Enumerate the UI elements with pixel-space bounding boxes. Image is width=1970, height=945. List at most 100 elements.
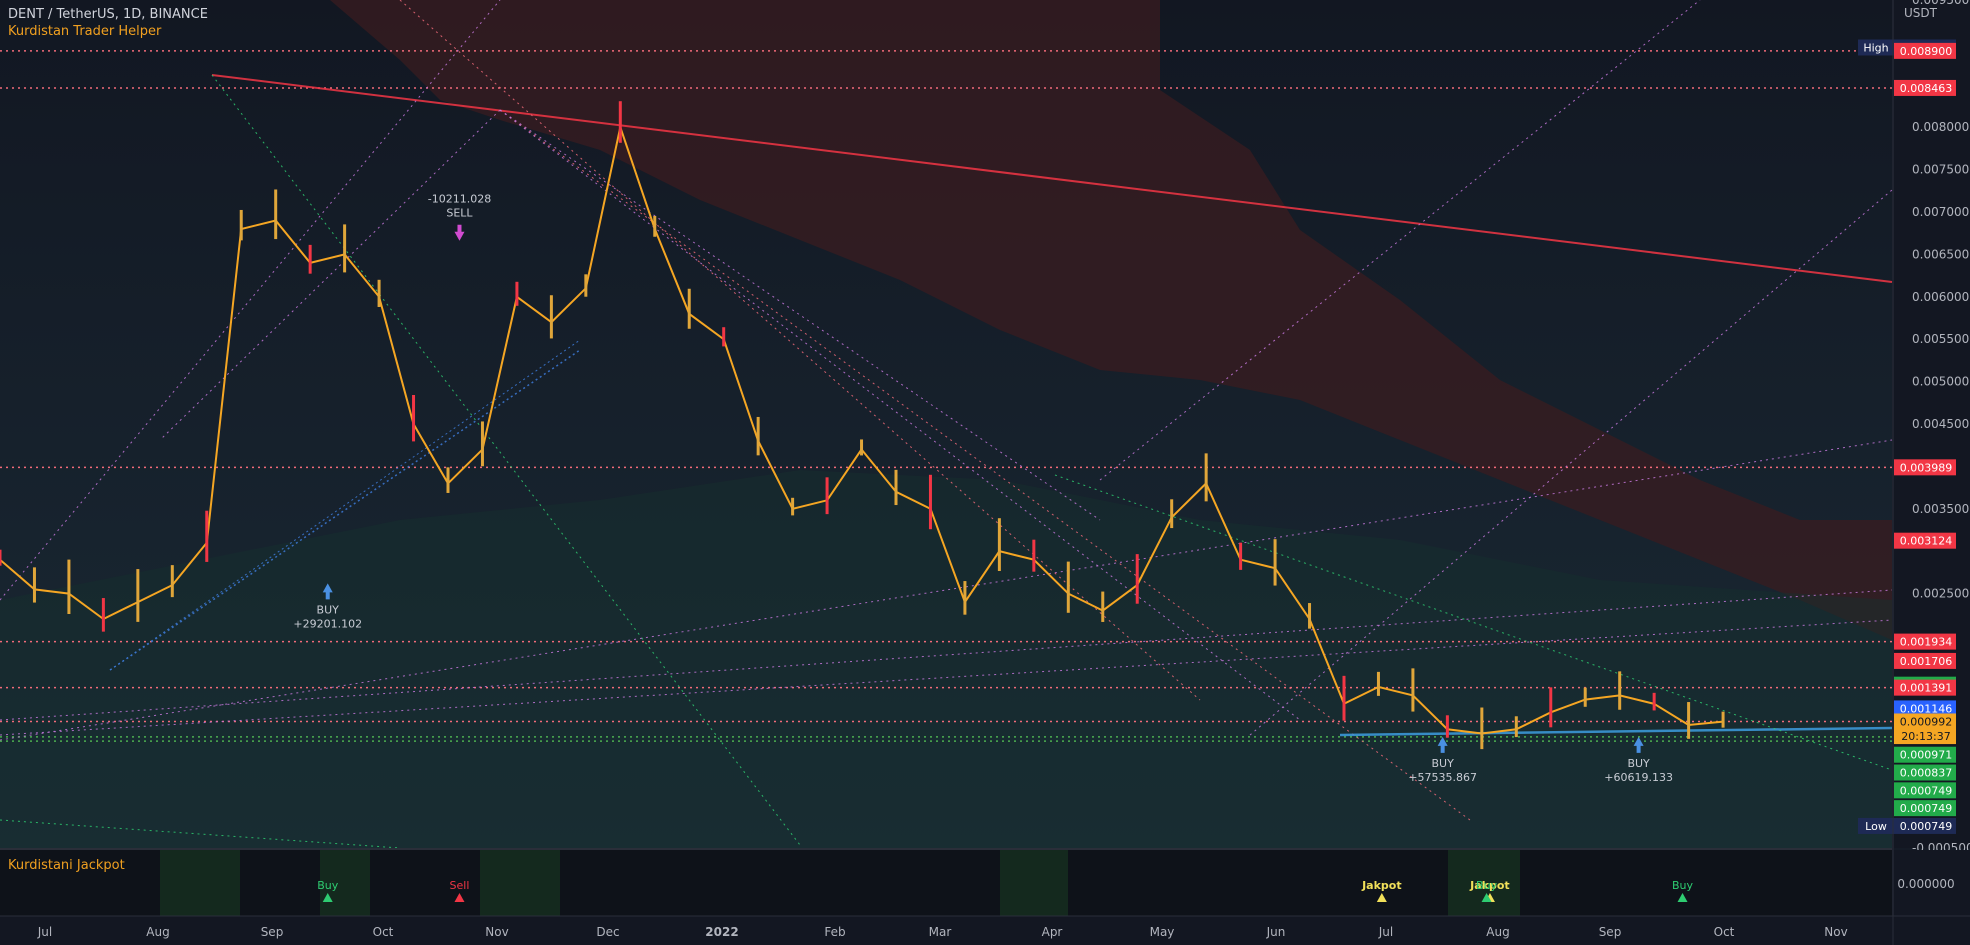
time-tick-label: Sep bbox=[261, 925, 284, 939]
indicator-title[interactable]: Kurdistan Trader Helper bbox=[8, 24, 162, 39]
time-axis-bg bbox=[0, 916, 1970, 945]
price-label-box bbox=[1894, 700, 1956, 717]
time-tick-label: Dec bbox=[596, 925, 619, 939]
fan-line bbox=[1054, 474, 1893, 771]
price-tick-label: 0.007000 bbox=[1912, 205, 1969, 219]
time-tick-label: Oct bbox=[373, 925, 394, 939]
buy-arrow-icon bbox=[1437, 736, 1448, 753]
support-line bbox=[109, 339, 581, 671]
price-label-text: 0.000837 bbox=[1900, 767, 1953, 780]
ichimoku-cloud bbox=[330, 0, 1892, 640]
time-tick-label: Aug bbox=[146, 925, 169, 939]
price-tick-label: 0.008000 bbox=[1912, 120, 1969, 134]
signal-value: +29201.102 bbox=[293, 617, 362, 630]
main-downtrend-line bbox=[211, 74, 1893, 283]
fan-line bbox=[499, 109, 1471, 821]
symbol-title[interactable]: DENT / TetherUS, 1D, BINANCE bbox=[8, 7, 208, 22]
jackpot-band bbox=[1448, 850, 1520, 916]
price-label-text: 0.001391 bbox=[1900, 682, 1953, 695]
triangle-up-icon bbox=[1376, 893, 1387, 902]
price-label-box bbox=[1894, 713, 1956, 730]
time-tick-label: Sep bbox=[1599, 925, 1622, 939]
jackpot-band bbox=[480, 850, 560, 916]
time-tick-label: Aug bbox=[1486, 925, 1509, 939]
fan-line bbox=[0, 619, 1893, 736]
price-tick-label: 0.005500 bbox=[1912, 332, 1969, 346]
price-tick-label: 0.009500 bbox=[1912, 0, 1969, 7]
time-tick-label: Jun bbox=[1266, 925, 1286, 939]
price-tick-label: 0.006500 bbox=[1912, 247, 1969, 261]
price-label-text: 0.000749 bbox=[1900, 784, 1953, 797]
price-label-text: 0.008463 bbox=[1900, 82, 1953, 95]
price-label-box bbox=[1894, 459, 1956, 476]
price-label-text: 20:13:37 bbox=[1901, 730, 1950, 743]
time-tick-label: May bbox=[1150, 925, 1175, 939]
price-label-text: 0.003989 bbox=[1900, 461, 1953, 474]
signal-label: BUY bbox=[1431, 757, 1454, 770]
price-label-text: 0.000749 bbox=[1900, 802, 1953, 815]
price-tick-label: 0.007500 bbox=[1912, 163, 1969, 177]
fan-line bbox=[159, 109, 501, 441]
price-label-text: 0.003124 bbox=[1900, 535, 1953, 548]
jackpot-mark-label: Buy bbox=[317, 879, 339, 892]
signal-value: -10211.028 bbox=[428, 193, 491, 206]
jackpot-pane-title[interactable]: Kurdistani Jackpot bbox=[8, 858, 125, 873]
jackpot-mark-label: Jakpot bbox=[1361, 879, 1402, 892]
fan-line bbox=[0, 0, 501, 601]
fan-line bbox=[0, 589, 1893, 721]
jackpot-band bbox=[160, 850, 240, 916]
jackpot-band bbox=[320, 850, 370, 916]
pane-divider bbox=[0, 848, 1892, 850]
jackpot-band bbox=[1000, 850, 1068, 916]
triangle-up-icon bbox=[454, 893, 465, 902]
jackpot-pane-bg bbox=[0, 850, 1892, 916]
signal-value: +57535.867 bbox=[1408, 771, 1477, 784]
jackpot-mark-label: Buy bbox=[1672, 879, 1694, 892]
price-label-box bbox=[1894, 728, 1956, 745]
time-tick-label: Oct bbox=[1714, 925, 1735, 939]
price-label-text: 0.008900 bbox=[1900, 45, 1953, 58]
fan-line bbox=[0, 819, 401, 849]
time-tick-label: Mar bbox=[929, 925, 952, 939]
signal-label: BUY bbox=[1627, 757, 1650, 770]
triangle-up-icon bbox=[322, 893, 333, 902]
price-label-text: 0.001934 bbox=[1900, 636, 1953, 649]
price-label-box bbox=[1894, 633, 1956, 650]
jackpot-mark-label: Buy bbox=[1476, 879, 1498, 892]
price-label-box bbox=[1894, 817, 1956, 834]
time-tick-label: Jul bbox=[1378, 925, 1393, 939]
price-tick-label: 0.006000 bbox=[1912, 290, 1969, 304]
fan-line bbox=[499, 109, 1101, 521]
price-label-box bbox=[1894, 42, 1956, 59]
price-label-box bbox=[1894, 652, 1956, 669]
price-tick-label: 0.003500 bbox=[1912, 502, 1969, 516]
price-label-text: 0.000971 bbox=[1900, 749, 1953, 762]
price-label-box bbox=[1894, 782, 1956, 799]
price-label-box bbox=[1894, 532, 1956, 549]
time-tick-label: 2022 bbox=[705, 925, 738, 939]
buy-arrow-icon bbox=[322, 583, 333, 600]
time-tick-label: Nov bbox=[1824, 925, 1847, 939]
time-tick-label: Nov bbox=[485, 925, 508, 939]
price-label-box bbox=[1894, 79, 1956, 96]
fan-line bbox=[1099, 0, 1701, 481]
price-label-text: 0.000992 bbox=[1900, 715, 1953, 728]
jackpot-axis-value: 0.000000 bbox=[1897, 877, 1954, 891]
lower-cloud bbox=[0, 470, 1892, 848]
price-label-box bbox=[1894, 764, 1956, 781]
price-axis-unit: USDT bbox=[1904, 6, 1937, 20]
time-tick-label: Jul bbox=[37, 925, 52, 939]
extreme-tag bbox=[1858, 39, 1894, 56]
current-support-line bbox=[1339, 726, 1893, 737]
signal-label: SELL bbox=[446, 207, 473, 220]
time-tick-label: Feb bbox=[824, 925, 845, 939]
price-label-text: 0.000749 bbox=[1900, 820, 1953, 833]
jackpot-axis-bg bbox=[1894, 850, 1970, 916]
price-tick-label: 0.004500 bbox=[1912, 417, 1969, 431]
fan-line bbox=[1249, 189, 1893, 736]
signal-label: BUY bbox=[317, 603, 340, 616]
price-label-text: 0.001146 bbox=[1900, 702, 1953, 715]
price-label-box bbox=[1894, 679, 1956, 696]
